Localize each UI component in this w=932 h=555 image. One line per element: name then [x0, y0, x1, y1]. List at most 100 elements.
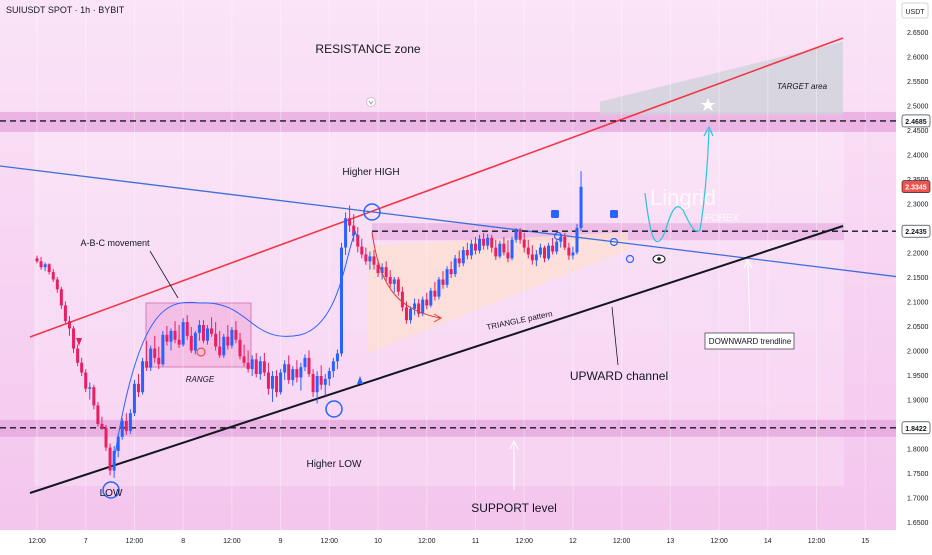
price-tick-label: 1.7500 [907, 471, 929, 478]
candle-bearish [494, 247, 498, 257]
buy-marker-icon [357, 376, 363, 384]
candle-bearish [356, 234, 360, 247]
candle-bullish [120, 421, 124, 437]
candle-bearish [506, 252, 510, 259]
candle-bearish [404, 307, 408, 321]
time-tick-label: 14 [764, 538, 772, 545]
candle-bullish [250, 359, 254, 370]
price-tick-label: 2.5500 [907, 79, 929, 86]
price-tick-label: 2.5000 [907, 104, 929, 111]
candle-bearish [108, 447, 112, 471]
price-tick-label: 2.4000 [907, 153, 929, 160]
candle-bearish [39, 261, 43, 268]
candle-bearish [482, 238, 486, 246]
candle-bullish [498, 243, 502, 257]
time-tick-label: 12:00 [223, 538, 241, 545]
time-tick-label: 10 [374, 538, 382, 545]
candle-bearish [72, 328, 76, 349]
candle-bullish [283, 364, 287, 373]
downward-trendline-label: DOWNWARD trendline [709, 337, 792, 346]
time-tick-label: 13 [666, 538, 674, 545]
currency-box[interactable] [901, 2, 929, 19]
watermark-sub: FOREX [705, 213, 740, 224]
price-tick-label: 2.1500 [907, 275, 929, 282]
candle-bullish [429, 290, 433, 306]
candle-bullish [555, 241, 559, 252]
candle-bullish [112, 450, 116, 471]
time-axis[interactable]: 12:00 7 12:00 8 12:00 9 12:00 10 12:00 11 12:00 12 1… [0, 530, 896, 550]
time-tick-label: 8 [181, 538, 185, 545]
candle-bearish [473, 243, 477, 251]
price-badge-label: 2.4685 [905, 119, 927, 126]
time-tick-label: 12:00 [28, 538, 46, 545]
candle-bearish [218, 346, 222, 356]
candle-bearish [287, 364, 291, 380]
symbol-title[interactable]: SUIUSDT SPOT · 1h · BYBIT [6, 5, 125, 15]
price-tick-label: 2.1000 [907, 300, 929, 307]
candle-bearish [185, 322, 189, 336]
low-label: LOW [100, 488, 123, 499]
candle-bearish [214, 333, 218, 347]
candle-bearish [425, 299, 429, 306]
range-label: RANGE [186, 375, 215, 384]
candle-bearish [80, 362, 84, 373]
price-tick-label: 2.4500 [907, 128, 929, 135]
candle-bearish [275, 375, 279, 393]
resistance-trendline [29, 37, 844, 338]
candle-bearish [242, 356, 246, 363]
candle-bearish [400, 291, 404, 308]
higher-high-label: Higher HIGH [342, 167, 399, 178]
candle-bullish [469, 243, 473, 256]
candle-bullish [116, 436, 120, 451]
time-tick-label: 12:00 [126, 538, 144, 545]
price-axis[interactable]: USDT 2.6500 2.6000 2.5500 2.5000 2.4500 2.400… [896, 0, 932, 550]
candle-bearish [210, 328, 214, 334]
touch-point-circle [625, 254, 635, 264]
candle-bearish [246, 362, 250, 370]
candle-bearish [311, 374, 315, 393]
candle-bullish [340, 247, 343, 354]
candle-bearish [543, 247, 546, 259]
candle-bearish [67, 321, 71, 329]
candle-bearish [364, 254, 368, 262]
candle-bullish [299, 367, 303, 378]
candle-bearish [238, 339, 242, 357]
candle-bearish [47, 264, 51, 273]
price-badge-label: 2.3345 [905, 185, 927, 192]
candle-bearish [76, 348, 80, 363]
candle-bearish [449, 269, 453, 275]
candle-bearish [189, 335, 193, 351]
abc-pointer [149, 250, 179, 299]
candle-bearish [348, 218, 352, 226]
candle-bullish [368, 256, 372, 262]
touch-point-circle [553, 231, 563, 241]
candle-bullish [303, 357, 307, 368]
candle-bullish [161, 334, 165, 365]
candle-bullish [478, 238, 482, 251]
candle-bullish [559, 236, 563, 242]
price-bands [0, 41, 896, 437]
candle-bullish [413, 303, 417, 309]
candle-bullish [437, 279, 441, 297]
price-tick-label: 1.8000 [907, 447, 929, 454]
downward-trendline [0, 165, 932, 282]
projection-path [644, 129, 710, 243]
candle-bearish [165, 334, 169, 342]
candle-bullish [335, 353, 339, 362]
price-badge-label: 2.2435 [905, 229, 927, 236]
support-band [0, 419, 896, 437]
candle-bullish [128, 413, 132, 431]
price-tick-label: 1.7000 [907, 496, 929, 503]
price-badge-label: 1.8422 [905, 426, 927, 433]
candle-bullish [409, 308, 413, 321]
downtrend-pointer-arrow [743, 258, 753, 269]
candle-bearish [441, 279, 445, 285]
price-tick-label: 2.0500 [907, 324, 929, 331]
time-tick-label: 11 [472, 538, 479, 545]
candle-bearish [153, 348, 157, 358]
candle-bearish [100, 424, 104, 428]
candle-bearish [530, 254, 534, 261]
channel-pointer [611, 306, 619, 366]
